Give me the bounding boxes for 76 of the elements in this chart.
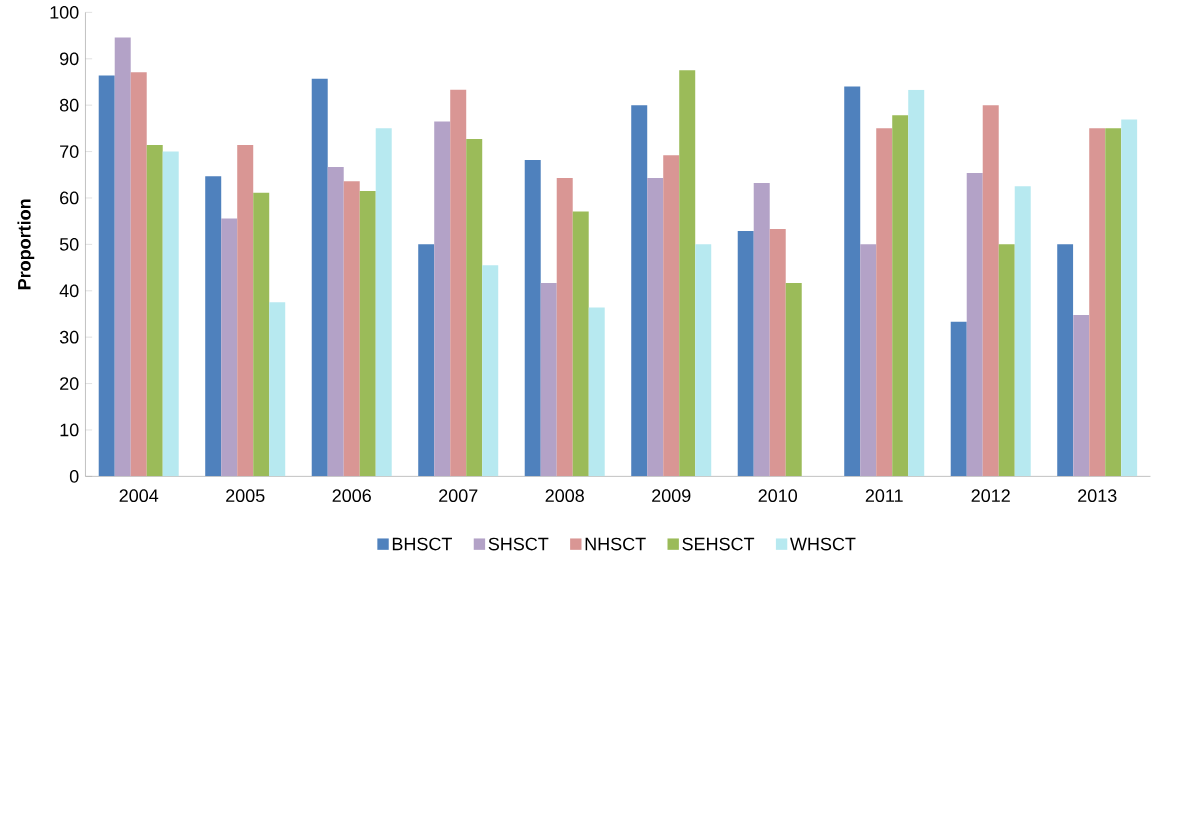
x-tick-label: 2004 bbox=[119, 489, 159, 502]
bar bbox=[737, 230, 754, 477]
bar bbox=[647, 177, 664, 477]
bar bbox=[434, 121, 451, 477]
y-tick-label: 100 bbox=[50, 5, 79, 19]
x-tick-label: 2006 bbox=[332, 489, 371, 502]
x-tick-label: 2010 bbox=[758, 489, 798, 502]
bar bbox=[679, 70, 696, 477]
y-tick-label: 50 bbox=[59, 237, 79, 251]
bar bbox=[540, 282, 557, 477]
y-tick-label: 80 bbox=[59, 98, 79, 112]
bar bbox=[327, 166, 344, 477]
y-axis-title: Proportion bbox=[17, 199, 35, 289]
x-tick-label: 2012 bbox=[971, 489, 1010, 502]
y-tick-label: 10 bbox=[60, 423, 79, 437]
bar bbox=[450, 89, 467, 477]
bar bbox=[769, 228, 786, 477]
bar bbox=[221, 218, 238, 477]
bar bbox=[876, 128, 893, 477]
bar bbox=[892, 115, 909, 477]
bar bbox=[908, 89, 925, 477]
bar bbox=[695, 244, 712, 477]
bar bbox=[98, 75, 115, 477]
bar bbox=[1105, 128, 1122, 477]
bar bbox=[359, 190, 376, 477]
bar bbox=[524, 159, 541, 477]
bar bbox=[982, 105, 999, 477]
bar bbox=[343, 181, 360, 477]
bar bbox=[418, 244, 435, 477]
x-tick-label: 2005 bbox=[226, 489, 265, 502]
x-tick-label: 2009 bbox=[652, 489, 691, 502]
bar bbox=[253, 192, 270, 477]
y-tick-label: 60 bbox=[60, 191, 79, 205]
legend-label: BHSCT bbox=[392, 537, 452, 551]
bar bbox=[785, 282, 802, 477]
legend-label: SHSCT bbox=[488, 537, 549, 551]
bar bbox=[311, 78, 328, 477]
y-tick-label: 20 bbox=[60, 377, 79, 390]
y-tick-label: 40 bbox=[59, 284, 79, 297]
bar bbox=[162, 151, 179, 477]
bar bbox=[663, 155, 680, 477]
bar bbox=[205, 176, 222, 477]
y-tick-label: 70 bbox=[60, 145, 79, 158]
x-tick-label: 2011 bbox=[865, 489, 903, 502]
x-tick-label: 2013 bbox=[1078, 489, 1117, 502]
y-tick-label: 90 bbox=[60, 52, 79, 65]
legend-label: SEHSCT bbox=[682, 537, 755, 551]
bar bbox=[146, 144, 163, 477]
bar bbox=[237, 144, 254, 477]
bar bbox=[1073, 314, 1090, 477]
bar bbox=[588, 307, 605, 477]
legend-label: NHSCT bbox=[585, 537, 646, 551]
bar bbox=[998, 244, 1015, 477]
bar bbox=[1121, 119, 1138, 477]
bar bbox=[572, 211, 589, 477]
y-tick-label: 0 bbox=[69, 469, 79, 483]
bar bbox=[631, 105, 648, 477]
bar bbox=[950, 321, 967, 477]
bar bbox=[130, 72, 147, 477]
bar bbox=[269, 302, 286, 477]
bar bbox=[482, 265, 499, 477]
x-tick-label: 2008 bbox=[545, 489, 584, 502]
bar bbox=[860, 244, 877, 477]
y-tick-label: 30 bbox=[59, 330, 79, 344]
bar bbox=[1057, 244, 1074, 477]
bar bbox=[1014, 186, 1031, 477]
bar bbox=[466, 138, 483, 477]
bar bbox=[556, 177, 573, 477]
bar bbox=[375, 128, 392, 477]
bar bbox=[114, 37, 131, 477]
bar bbox=[753, 182, 770, 477]
x-tick-label: 2007 bbox=[439, 489, 478, 502]
bar bbox=[966, 172, 983, 477]
bar bbox=[844, 86, 861, 477]
bar bbox=[1089, 128, 1106, 477]
legend-label: WHSCT bbox=[790, 537, 856, 551]
